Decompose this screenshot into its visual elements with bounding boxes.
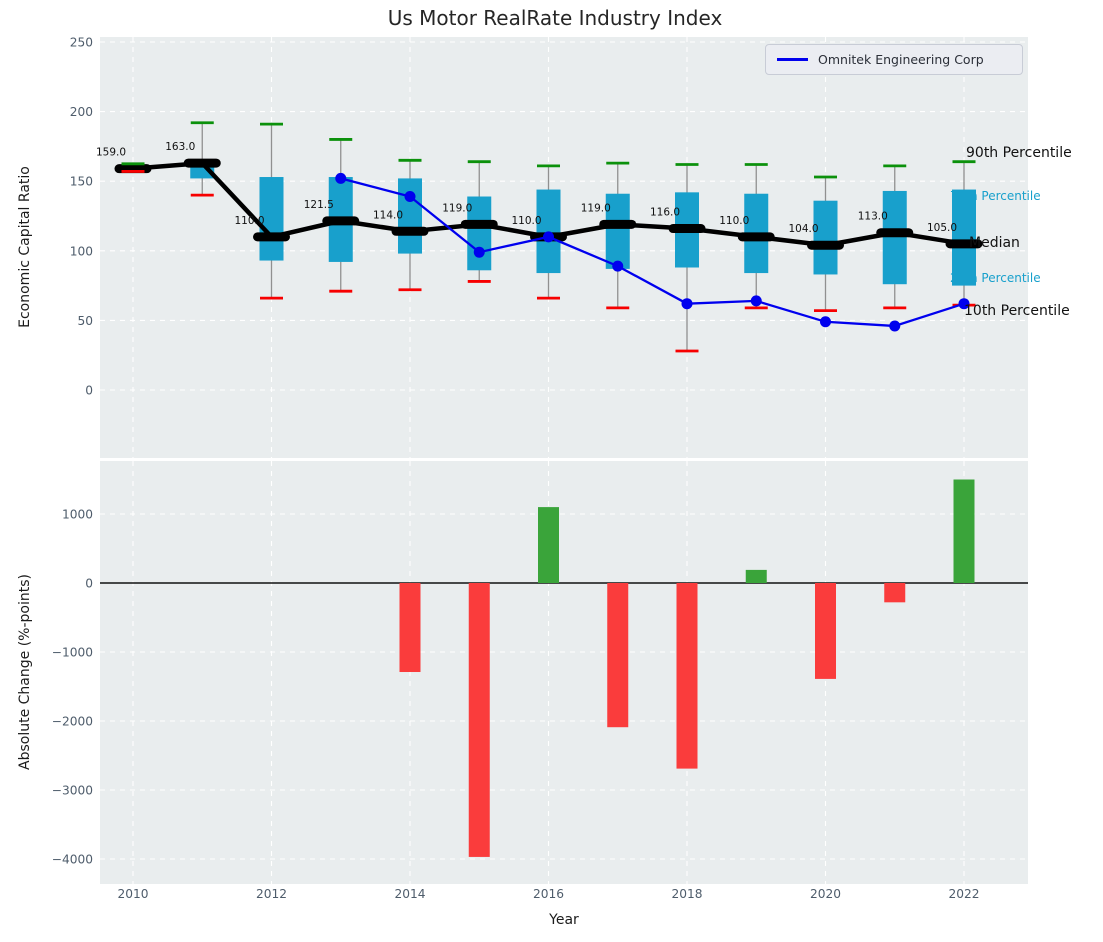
omnitek-line [340, 177, 965, 328]
bar-negative [468, 583, 490, 857]
bar-positive [953, 479, 975, 583]
median-value-label: 114.0 [373, 209, 403, 221]
bar-negative [815, 583, 836, 679]
bottom-ytick-label: 1000 [62, 508, 93, 522]
top-axes-background [100, 37, 1028, 458]
bottom-y-axis-label: Absolute Change (%-points) [17, 574, 33, 770]
iqr-box [259, 177, 284, 261]
median-value-label: 119.0 [442, 202, 472, 214]
iqr-box [882, 190, 907, 285]
top-ytick-label: 100 [70, 244, 93, 258]
bottom-ytick-label: 0 [85, 577, 93, 591]
xtick-label: 2016 [533, 887, 564, 901]
top-ytick-label: 200 [70, 105, 93, 119]
xtick-label: 2020 [810, 887, 841, 901]
median-value-label: 116.0 [650, 207, 680, 219]
xtick-label: 2018 [671, 887, 702, 901]
bottom-ytick-label: −1000 [52, 646, 93, 660]
iqr-box [952, 189, 976, 286]
median-value-label: 163.0 [165, 141, 195, 153]
iqr-box [536, 189, 561, 274]
median-value-label: 121.5 [304, 199, 334, 211]
legend-line-sample [777, 58, 808, 61]
omnitek-point [681, 298, 693, 310]
top-ytick-label: 50 [77, 314, 93, 328]
annotation-median: Median [969, 235, 1020, 251]
median-value-label: 104.0 [788, 223, 818, 235]
omnitek-point [889, 320, 901, 332]
x-axis-label: Year [549, 912, 579, 928]
legend: Omnitek Engineering Corp [765, 44, 1023, 75]
omnitek-point [958, 298, 970, 310]
top-ytick-label: 0 [85, 384, 93, 398]
bar-negative [607, 583, 629, 728]
omnitek-point [820, 316, 831, 328]
legend-label: Omnitek Engineering Corp [818, 52, 984, 67]
bottom-ytick-label: −4000 [52, 853, 93, 867]
median-value-label: 113.0 [858, 211, 888, 223]
iqr-box [605, 193, 630, 269]
bar-positive [538, 507, 559, 583]
chart-title: Us Motor RealRate Industry Index [387, 6, 723, 30]
bottom-axes-background [100, 461, 1028, 884]
xtick-label: 2014 [394, 887, 425, 901]
omnitek-point [335, 172, 347, 184]
median-value-label: 105.0 [927, 222, 957, 234]
top-y-axis-label: Economic Capital Ratio [17, 166, 33, 328]
median-value-label: 119.0 [581, 202, 611, 214]
bar-negative [399, 583, 421, 673]
omnitek-point [750, 295, 762, 307]
xtick-label: 2010 [117, 887, 148, 901]
bottom-ytick-label: −3000 [52, 784, 93, 798]
omnitek-point [404, 191, 416, 203]
bar-positive [745, 569, 767, 583]
top-ytick-label: 150 [70, 175, 93, 189]
bar-negative [676, 583, 698, 769]
omnitek-point [612, 260, 624, 272]
bottom-ytick-label: −2000 [52, 715, 93, 729]
median-value-label: 110.0 [234, 215, 264, 227]
xtick-label: 2012 [256, 887, 287, 901]
median-value-label: 110.0 [719, 215, 749, 227]
omnitek-point [543, 231, 554, 243]
bar-negative [884, 583, 906, 603]
iqr-box [813, 200, 838, 275]
annotation-p90: 90th Percentile [966, 145, 1072, 161]
median-value-label: 159.0 [96, 147, 126, 159]
omnitek-point [473, 246, 485, 258]
annotation-p10: 10th Percentile [964, 303, 1070, 319]
iqr-box [398, 178, 422, 254]
median-value-label: 110.0 [511, 215, 541, 227]
iqr-box [467, 196, 492, 271]
xtick-label: 2022 [948, 887, 979, 901]
top-ytick-label: 250 [70, 36, 93, 50]
